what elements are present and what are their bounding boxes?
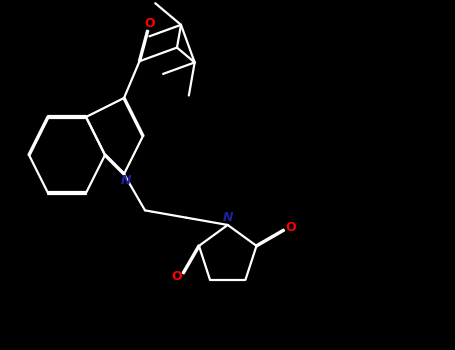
Text: O: O <box>144 17 155 30</box>
Text: N: N <box>222 211 233 224</box>
Text: O: O <box>171 270 182 283</box>
Text: N: N <box>121 174 131 187</box>
Text: O: O <box>285 220 296 233</box>
